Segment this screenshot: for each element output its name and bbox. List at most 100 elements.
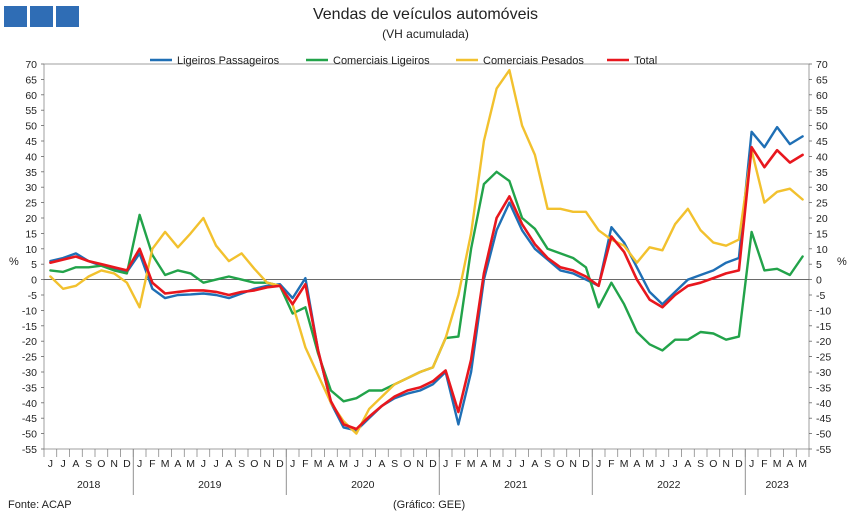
x-month-label: O [250, 458, 258, 470]
series-line-4 [49, 145, 804, 431]
x-month-label: J [520, 458, 525, 470]
y-tick-label-right: -50 [816, 429, 831, 441]
x-month-label: M [186, 458, 195, 470]
x-year-label: 2020 [351, 479, 375, 491]
y-tick-label-left: -25 [22, 352, 37, 364]
x-month-label: J [673, 458, 678, 470]
y-tick-label-left: 0 [31, 275, 37, 287]
x-month-label: A [225, 458, 232, 470]
x-month-label: A [327, 458, 334, 470]
legend-label-4: Total [634, 55, 657, 67]
x-month-label: N [722, 458, 730, 470]
x-month-label: S [391, 458, 398, 470]
x-month-label: J [137, 458, 142, 470]
x-month-label: O [709, 458, 717, 470]
y-tick-label-right: 15 [816, 228, 828, 240]
x-month-label: M [798, 458, 807, 470]
y-tick-label-right: 20 [816, 213, 828, 225]
x-month-label: M [339, 458, 348, 470]
y-axis-label-left: % [9, 256, 19, 268]
y-tick-label-left: 55 [25, 105, 37, 117]
x-month-label: J [290, 458, 295, 470]
y-tick-label-right: 10 [816, 244, 828, 256]
x-year-label: 2023 [765, 479, 789, 491]
x-month-label: D [735, 458, 743, 470]
logo-block-2 [30, 6, 53, 27]
y-tick-label-left: 70 [25, 59, 37, 71]
source-note: Fonte: ACAP [8, 499, 72, 511]
chart-title: Vendas de veículos automóveis [312, 6, 539, 23]
x-year-label: 2019 [198, 479, 222, 491]
y-tick-label-left: 45 [25, 136, 37, 148]
y-tick-label-left: 50 [25, 121, 37, 133]
x-month-label: O [556, 458, 564, 470]
x-month-label: F [608, 458, 614, 470]
y-tick-label-left: 15 [25, 228, 37, 240]
x-month-label: A [531, 458, 538, 470]
y-tick-label-left: -10 [22, 305, 37, 317]
x-month-label: A [633, 458, 640, 470]
y-tick-label-left: -35 [22, 382, 37, 394]
y-tick-label-right: -10 [816, 305, 831, 317]
x-month-label: M [467, 458, 476, 470]
y-tick-label-right: -30 [816, 367, 831, 379]
y-tick-label-left: 65 [25, 74, 37, 86]
x-month-label: J [443, 458, 448, 470]
y-tick-label-right: 70 [816, 59, 828, 71]
series-line-3 [49, 68, 804, 435]
x-year-label: 2021 [504, 479, 528, 491]
x-month-label: J [201, 458, 206, 470]
x-month-label: A [174, 458, 181, 470]
x-month-label: J [61, 458, 66, 470]
series-line-1 [49, 125, 804, 432]
y-tick-label-left: -20 [22, 336, 37, 348]
x-month-label: J [48, 458, 53, 470]
y-tick-label-left: 10 [25, 244, 37, 256]
x-month-label: M [492, 458, 501, 470]
y-tick-label-right: -15 [816, 321, 831, 333]
x-month-label: J [354, 458, 359, 470]
x-month-label: J [214, 458, 219, 470]
logo-block-1 [4, 6, 27, 27]
x-month-label: J [660, 458, 665, 470]
x-month-label: M [773, 458, 782, 470]
y-tick-label-left: 60 [25, 90, 37, 102]
chart-subtitle: (VH acumulada) [382, 27, 469, 41]
x-month-label: A [378, 458, 385, 470]
x-month-label: J [596, 458, 601, 470]
x-month-label: S [238, 458, 245, 470]
y-tick-label-right: 55 [816, 105, 828, 117]
y-tick-label-left: -30 [22, 367, 37, 379]
x-month-label: F [149, 458, 155, 470]
x-month-label: A [684, 458, 691, 470]
x-month-label: M [620, 458, 629, 470]
x-month-label: D [582, 458, 590, 470]
y-tick-label-right: 0 [816, 275, 822, 287]
y-tick-label-left: 40 [25, 151, 37, 163]
x-month-label: M [161, 458, 170, 470]
y-tick-label-left: 5 [31, 259, 37, 271]
y-tick-label-right: 60 [816, 90, 828, 102]
y-tick-label-right: 25 [816, 198, 828, 210]
x-month-label: A [786, 458, 793, 470]
x-month-label: M [645, 458, 654, 470]
y-tick-label-right: -45 [816, 413, 831, 425]
y-tick-label-right: 30 [816, 182, 828, 194]
x-month-label: M [314, 458, 323, 470]
x-month-label: S [697, 458, 704, 470]
x-year-label: 2018 [77, 479, 101, 491]
y-tick-label-left: -50 [22, 429, 37, 441]
legend-label-3: Comerciais Pesados [483, 55, 584, 67]
y-tick-label-right: 40 [816, 151, 828, 163]
y-tick-label-left: 20 [25, 213, 37, 225]
y-tick-label-left: -5 [28, 290, 37, 302]
logo-block-3 [56, 6, 79, 27]
plot-frame [43, 63, 810, 450]
x-month-label: A [72, 458, 79, 470]
y-axis-label-right: % [837, 256, 847, 268]
legend-label-1: Ligeiros Passageiros [177, 55, 280, 67]
y-tick-label-right: -20 [816, 336, 831, 348]
y-tick-label-left: 30 [25, 182, 37, 194]
x-month-label: A [480, 458, 487, 470]
